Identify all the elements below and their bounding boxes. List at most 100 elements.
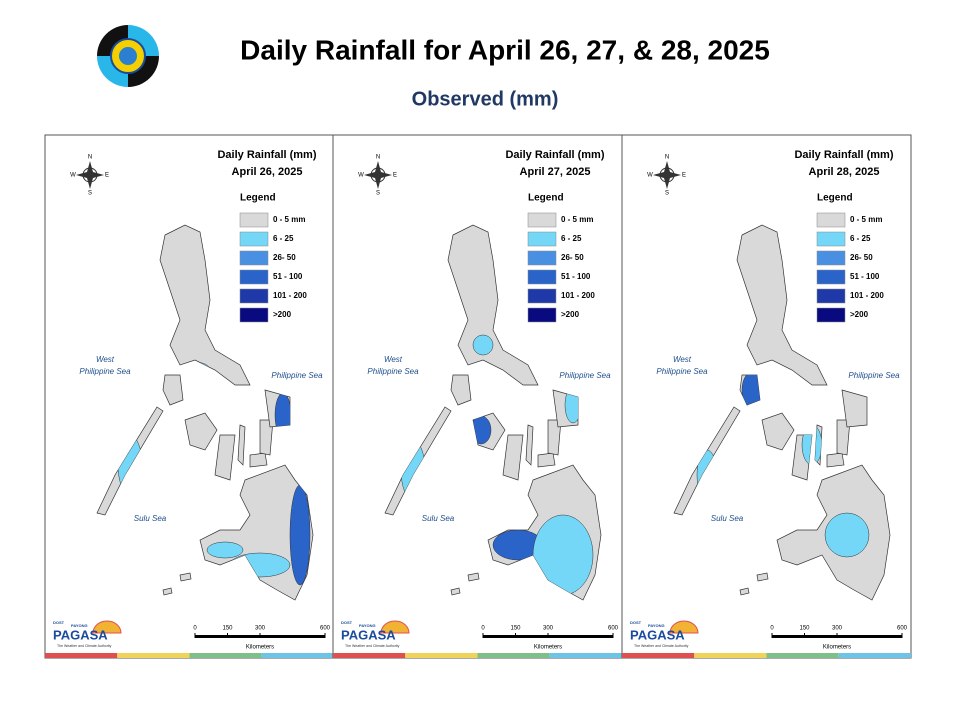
logo-sub: PAYONG <box>359 623 376 628</box>
island <box>159 224 251 386</box>
scale-label: 0 <box>770 626 774 632</box>
legend-label: 101 - 200 <box>273 291 307 300</box>
map-date: April 26, 2025 <box>232 166 303 178</box>
sea-label: Sulu Sea <box>134 514 167 523</box>
scale-label: 150 <box>222 626 233 632</box>
logo-brand: PAGASA <box>53 627 108 642</box>
compass-letter: E <box>393 173 397 179</box>
color-strip <box>117 653 190 658</box>
legend-label: 51 - 100 <box>273 272 303 281</box>
logo-top: DOST <box>341 620 353 625</box>
legend-title: Legend <box>528 193 564 204</box>
compass-letter: S <box>665 191 669 197</box>
scale-label: 150 <box>510 626 521 632</box>
island <box>447 224 539 386</box>
legend-swatch <box>527 307 557 323</box>
island <box>547 419 562 456</box>
legend-label: 101 - 200 <box>850 291 884 300</box>
agency-logo <box>97 25 159 87</box>
rain-area <box>206 541 244 559</box>
umbrella <box>92 620 122 634</box>
legend-title: Legend <box>817 193 853 204</box>
island <box>179 572 192 582</box>
legend-swatch <box>816 269 846 285</box>
compass-letter: S <box>88 191 92 197</box>
island <box>162 587 173 596</box>
island <box>836 419 851 456</box>
compass-letter: W <box>70 173 76 179</box>
scale-label: 300 <box>543 626 554 632</box>
sea-label: Philippine Sea <box>559 371 611 380</box>
scale-unit: Kilometers <box>823 645 851 651</box>
sea-label: Philippine Sea <box>79 367 131 376</box>
logo-top: DOST <box>630 620 642 625</box>
legend-label: 101 - 200 <box>561 291 595 300</box>
color-strip <box>694 653 767 658</box>
legend-swatch <box>527 269 557 285</box>
legend-label: >200 <box>850 310 869 319</box>
scale-label: 0 <box>193 626 197 632</box>
map-panel: N S E W Daily Rainfall (mm) April 26, 2025 Leg… <box>44 134 335 659</box>
color-strip <box>766 653 839 658</box>
map-heading: Daily Rainfall (mm) <box>794 149 893 161</box>
logo-tagline: The Weather and Climate Authority <box>345 644 400 648</box>
compass: N S E W <box>647 155 686 197</box>
scale-label: 0 <box>481 626 485 632</box>
scale-unit: Kilometers <box>534 645 562 651</box>
island <box>259 419 274 456</box>
island <box>756 572 769 582</box>
legend-swatch <box>239 231 269 247</box>
legend-label: 0 - 5 mm <box>561 215 593 224</box>
rain-area <box>824 512 870 558</box>
map-heading: Daily Rainfall (mm) <box>217 149 316 161</box>
scale-label: 600 <box>897 626 908 632</box>
island <box>761 412 795 451</box>
legend-swatch <box>239 212 269 228</box>
compass-letter: N <box>665 155 669 161</box>
legend-label: 26- 50 <box>850 253 873 262</box>
sea-label: Sulu Sea <box>422 514 455 523</box>
map-date: April 28, 2025 <box>809 166 880 178</box>
island <box>736 224 828 386</box>
legend-label: 6 - 25 <box>273 234 294 243</box>
legend-title: Legend <box>240 193 276 204</box>
legend-swatch <box>239 250 269 266</box>
legend-label: 26- 50 <box>561 253 584 262</box>
color-strip <box>405 653 478 658</box>
logo-sub: PAYONG <box>648 623 665 628</box>
island <box>841 389 868 428</box>
compass-letter: S <box>376 191 380 197</box>
legend-label: 6 - 25 <box>561 234 582 243</box>
legend-swatch <box>239 269 269 285</box>
logo-tagline: The Weather and Climate Authority <box>57 644 112 648</box>
color-strip <box>333 653 406 658</box>
legend-label: 0 - 5 mm <box>273 215 305 224</box>
sea-label: Philippine Sea <box>656 367 708 376</box>
legend-swatch <box>239 288 269 304</box>
rain-area <box>472 334 494 356</box>
island <box>162 374 184 406</box>
legend-swatch <box>527 250 557 266</box>
scale-unit: Kilometers <box>246 645 274 651</box>
map-panel: N S E W Daily Rainfall (mm) April 28, 2025 Leg… <box>621 134 912 659</box>
sea-label: Philippine Sea <box>367 367 419 376</box>
legend-swatch <box>816 288 846 304</box>
color-strip <box>622 653 695 658</box>
legend-swatch <box>816 231 846 247</box>
island <box>826 452 845 468</box>
logo-sub: PAYONG <box>71 623 88 628</box>
compass: N S E W <box>358 155 397 197</box>
logo-top: DOST <box>53 620 65 625</box>
legend-swatch <box>527 231 557 247</box>
island <box>450 374 472 406</box>
legend-label: 26- 50 <box>273 253 296 262</box>
rain-area <box>289 484 311 586</box>
island <box>525 424 534 466</box>
color-strip <box>549 653 622 658</box>
sea-label: West <box>96 355 115 364</box>
island <box>502 434 524 481</box>
island <box>184 412 218 451</box>
legend-label: 51 - 100 <box>850 272 880 281</box>
